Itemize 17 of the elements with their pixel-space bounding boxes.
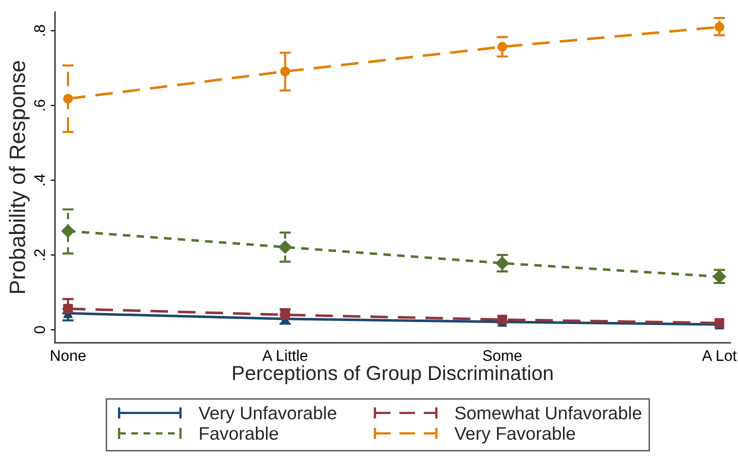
legend-label: Very Unfavorable xyxy=(198,406,336,423)
legend-label: Very Favorable xyxy=(454,426,576,444)
x-tick-label: Some xyxy=(483,350,522,361)
legend-label: Favorable xyxy=(200,426,278,440)
y-tick-label: .4 xyxy=(34,174,45,186)
x-tick-label: None xyxy=(51,350,86,361)
x-tick-label: A Lot xyxy=(702,350,737,361)
x-tick-label: A Little xyxy=(262,350,308,361)
point xyxy=(280,66,290,76)
x-axis-title: Perceptions of Group Discrimination xyxy=(233,365,552,384)
legend-label: Somewhat Unfavorable xyxy=(455,406,642,420)
y-axis-title: Probability of Response xyxy=(8,61,30,293)
y-tick-label: .6 xyxy=(34,100,46,110)
y-tick-label: .2 xyxy=(34,249,45,260)
y-tick-label: 0 xyxy=(34,326,46,334)
y-tick-label: .8 xyxy=(34,24,46,36)
point xyxy=(497,314,508,324)
